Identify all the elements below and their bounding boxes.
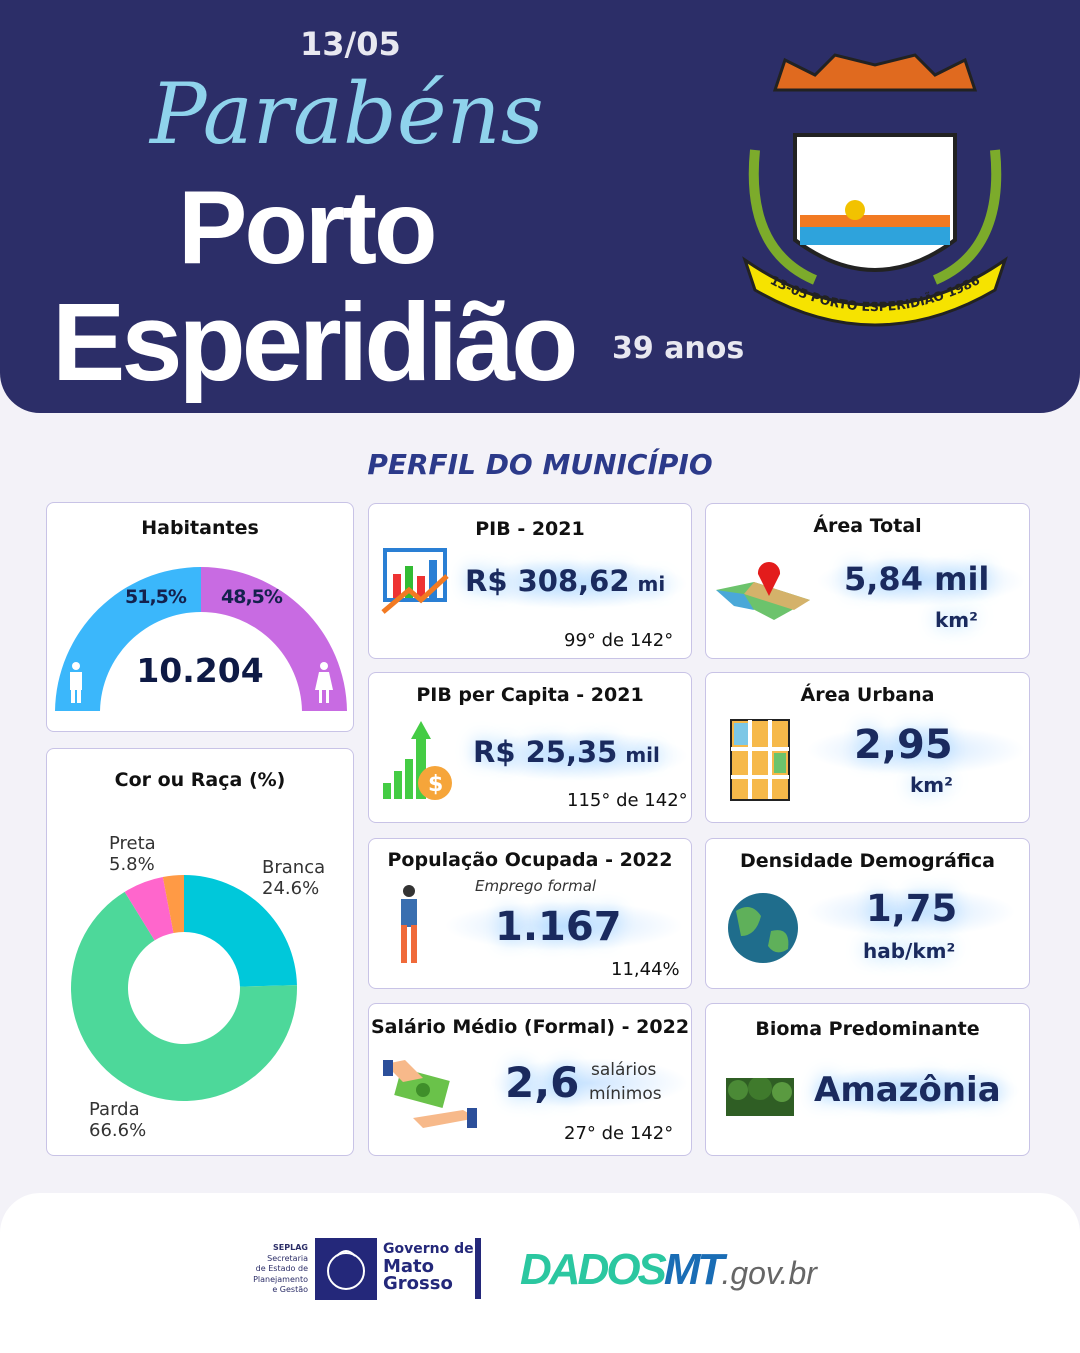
dadosmt-logo[interactable]: DADOSMT.gov.br [520, 1245, 817, 1294]
city-name-line1: Porto [178, 170, 438, 286]
pib-per-capita-unit: mil [625, 743, 660, 767]
pib-per-capita-card: PIB per Capita - 2021 $ R$ 25,35 mil 115… [368, 672, 692, 823]
divider [475, 1238, 481, 1299]
urban-area-unit: km² [910, 773, 953, 797]
salary-value: 2,6 [505, 1058, 580, 1107]
total-area-card: Área Total 5,84 mil km² [705, 503, 1030, 659]
donut-slice-preta [124, 877, 174, 941]
population-total: 10.204 [136, 651, 264, 690]
label-parda: Parda [89, 1099, 140, 1120]
label-branca: Branca [262, 857, 326, 878]
map-pin-icon [716, 561, 810, 620]
habitantes-title: Habitantes [141, 517, 259, 539]
urban-area-value: 2,95 [854, 722, 953, 768]
employed-population-value: 1.167 [495, 904, 622, 950]
biome-card: Bioma Predominante Amazônia [705, 1003, 1030, 1156]
worker-person-icon [401, 885, 417, 963]
race-title: Cor ou Raça (%) [114, 769, 286, 791]
value-preta: 5.8% [109, 854, 155, 875]
density-value: 1,75 [866, 887, 958, 930]
female-icon [315, 662, 333, 703]
pib-per-capita-rank: 115° de 142° [567, 790, 688, 811]
salary-unit-line1: salários [591, 1060, 657, 1080]
pib-card: PIB - 2021 R$ 308,62 mi 99° de 142° [368, 503, 692, 659]
pib-rank: 99° de 142° [564, 630, 674, 651]
total-area-title: Área Total [813, 515, 922, 537]
total-area-unit: km² [935, 608, 978, 632]
bar-chart-icon [381, 548, 449, 614]
mato-grosso-crest-icon [315, 1238, 377, 1300]
money-hands-icon [383, 1060, 477, 1128]
male-pct: 51,5% [125, 586, 187, 608]
biome-value: Amazônia [814, 1070, 1001, 1110]
density-title: Densidade Demográfica [740, 850, 995, 872]
salary-card: Salário Médio (Formal) - 2022 2,6 salári… [368, 1003, 692, 1156]
value-parda: 66.6% [89, 1120, 147, 1141]
density-unit: hab/km² [863, 939, 956, 963]
habitantes-card: Habitantes 51,5% 48,5% 10.204 [46, 502, 354, 732]
race-card: Cor ou Raça (%) Preta 5.8% Branca 24.6% Pa… [46, 748, 354, 1156]
pib-unit: mi [637, 572, 666, 596]
seplag-logo: SEPLAG Secretaria de Estado de Planejament… [253, 1243, 308, 1294]
male-icon [70, 662, 82, 703]
value-branca: 24.6% [262, 878, 320, 899]
label-preta: Preta [109, 833, 156, 854]
employed-population-card: População Ocupada - 2022 Emprego formal … [368, 838, 692, 989]
biome-title: Bioma Predominante [755, 1018, 980, 1040]
donut-slice-other [162, 875, 184, 933]
pib-value: R$ 308,62 [465, 564, 630, 598]
city-map-icon [730, 719, 790, 801]
city-name-line2: Esperidião [52, 281, 578, 404]
pib-per-capita-value: R$ 25,35 [473, 735, 618, 769]
female-pct: 48,5% [221, 586, 283, 608]
salary-title: Salário Médio (Formal) - 2022 [370, 1016, 690, 1038]
density-card: Densidade Demográfica 1,75 hab/km² [705, 838, 1030, 989]
race-donut-chart [70, 875, 297, 1101]
script-greeting: Parabéns [150, 65, 544, 163]
pib-per-capita-title: PIB per Capita - 2021 [416, 684, 644, 706]
employed-population-subtitle: Emprego formal [475, 877, 597, 895]
anniversary-years: 39 anos [612, 331, 745, 366]
gender-gauge [55, 567, 347, 711]
city-crest-icon: 13-05 PORTO ESPERIDIÃO 1986 [742, 53, 1008, 327]
forest-icon [726, 1078, 794, 1116]
female-arc [201, 567, 347, 711]
urban-area-title: Área Urbana [800, 684, 935, 706]
employed-population-pct: 11,44% [611, 959, 680, 980]
salary-unit-line2: mínimos [589, 1084, 662, 1104]
urban-area-card: Área Urbana 2,95 km² [705, 672, 1030, 823]
donut-slice-parda [70, 891, 297, 1101]
anniversary-date: 13/05 [300, 25, 401, 63]
donut-slice-branca [184, 875, 297, 987]
svg-text:$: $ [428, 772, 443, 797]
growth-coin-icon: $ [383, 721, 452, 800]
total-area-value: 5,84 mil [844, 560, 990, 598]
pib-title: PIB - 2021 [475, 518, 585, 540]
employed-population-title: População Ocupada - 2022 [387, 849, 673, 871]
section-title: PERFIL DO MUNICÍPIO [367, 448, 713, 481]
governo-mt-logo: Governo de Mato Grosso [383, 1241, 474, 1294]
footer: SEPLAG Secretaria de Estado de Planejament… [0, 1193, 1080, 1353]
header-banner: 13/05 Parabéns Porto Esperidião 39 anos … [0, 0, 1080, 413]
salary-rank: 27° de 142° [564, 1123, 674, 1144]
globe-people-icon [728, 893, 798, 963]
male-arc [55, 567, 201, 711]
